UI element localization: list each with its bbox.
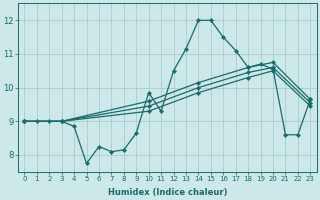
X-axis label: Humidex (Indice chaleur): Humidex (Indice chaleur) xyxy=(108,188,227,197)
